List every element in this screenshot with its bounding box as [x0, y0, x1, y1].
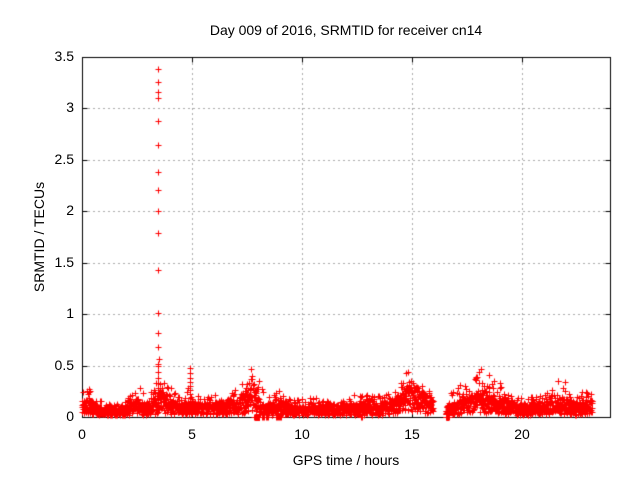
- y-tick-label: 3.5: [54, 48, 74, 64]
- x-tick-label: 5: [188, 426, 196, 442]
- chart-title: Day 009 of 2016, SRMTID for receiver cn1…: [209, 22, 483, 38]
- x-tick-label: 0: [78, 426, 86, 442]
- y-tick-label: 1: [66, 305, 74, 322]
- y-tick-label: 2: [66, 202, 74, 219]
- x-tick-label: 10: [294, 426, 310, 442]
- x-tick-label: 15: [404, 426, 420, 442]
- x-tick-label: 20: [514, 426, 530, 442]
- y-tick-label: 2.5: [54, 150, 74, 167]
- y-tick-label: 3: [66, 99, 74, 116]
- y-tick-label: 1.5: [54, 253, 74, 270]
- y-tick-label: 0.5: [54, 356, 74, 373]
- y-tick-label: 0: [66, 408, 74, 424]
- x-axis-label: GPS time / hours: [292, 452, 400, 468]
